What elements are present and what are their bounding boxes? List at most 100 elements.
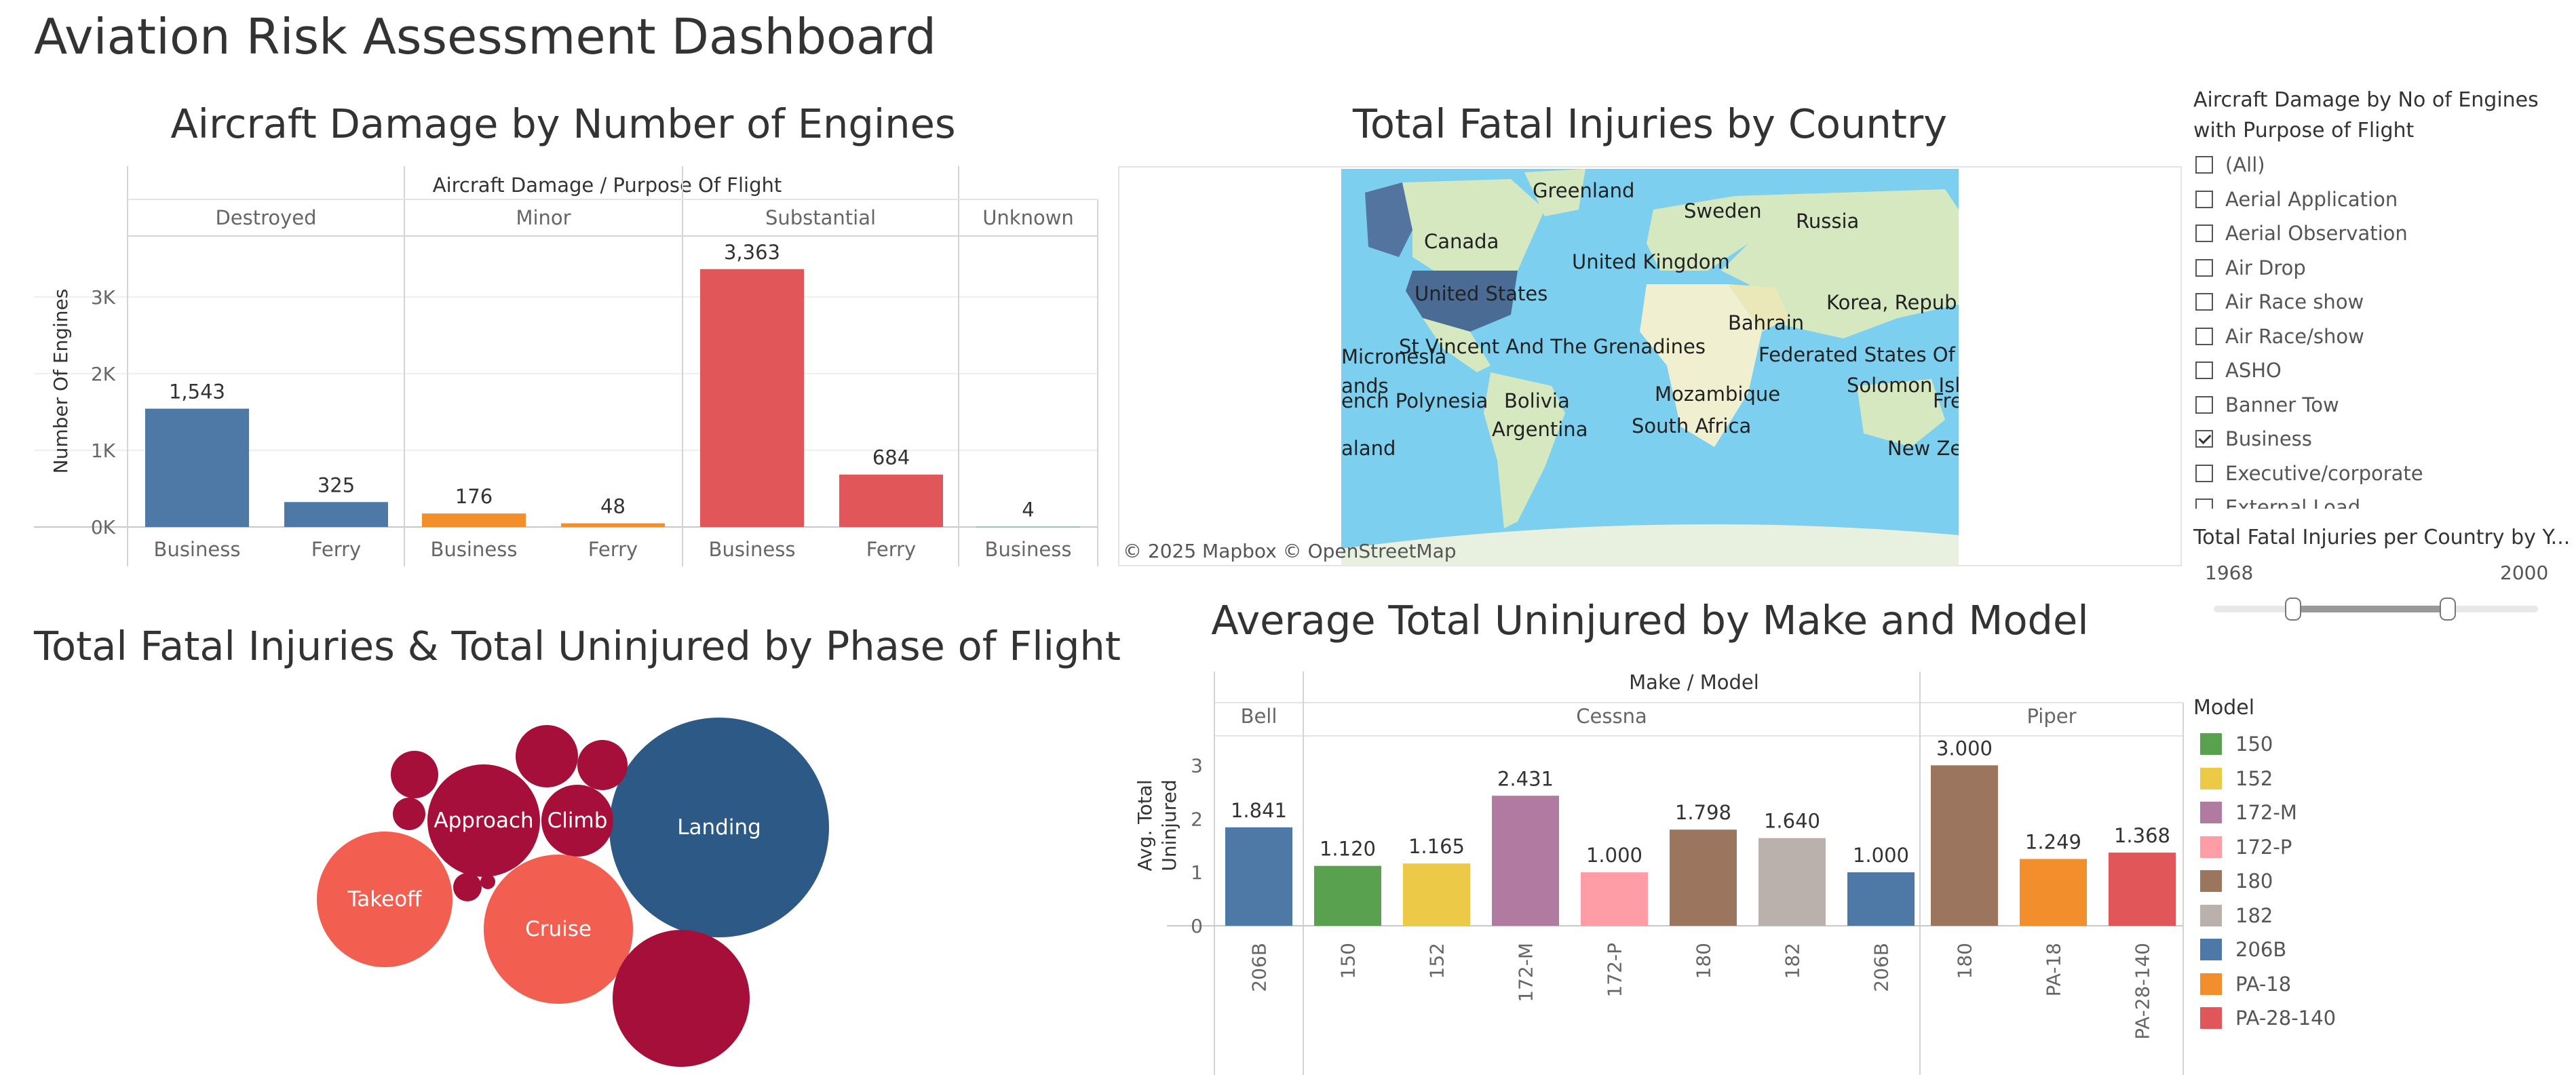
filter-item-label: Banner Tow bbox=[2225, 393, 2339, 416]
legend-item[interactable]: 152 bbox=[2193, 762, 2397, 796]
map-label-bahrain: Bahrain bbox=[1728, 311, 1805, 334]
year-slider-range bbox=[2293, 606, 2448, 612]
filter-checkbox[interactable] bbox=[2195, 395, 2213, 414]
make-model-bar bbox=[1847, 872, 1915, 926]
year-slider-max-handle[interactable] bbox=[2440, 598, 2456, 621]
year-slider-title: Total Fatal Injuries per Country by Y... bbox=[2193, 526, 2571, 549]
map-label-greenland: Greenland bbox=[1533, 179, 1635, 202]
filter-checkbox[interactable] bbox=[2195, 156, 2213, 174]
filter-item-label: Air Drop bbox=[2225, 256, 2306, 279]
make-model-bar-value-label: 1.120 bbox=[1320, 838, 1376, 861]
filter-checkbox[interactable] bbox=[2195, 361, 2213, 380]
filter-item-label: Aerial Application bbox=[2225, 187, 2398, 211]
legend-label: 150 bbox=[2235, 732, 2273, 756]
map-australia bbox=[1857, 379, 1945, 447]
engines-bar-value-label: 1,543 bbox=[169, 380, 225, 404]
filter-checkbox[interactable] bbox=[2195, 464, 2213, 482]
legend-item[interactable]: 180 bbox=[2193, 864, 2397, 899]
purpose-filter-item[interactable]: Business bbox=[2193, 422, 2560, 456]
engines-bar bbox=[561, 523, 665, 527]
purpose-filter-item[interactable]: ASHO bbox=[2193, 353, 2560, 388]
filter-checkbox[interactable] bbox=[2195, 293, 2213, 311]
make-model-bar-value-label: 1.000 bbox=[1853, 844, 1909, 867]
map-label-russia: Russia bbox=[1796, 210, 1860, 233]
engines-bar bbox=[422, 513, 526, 527]
filter-checkbox[interactable] bbox=[2195, 327, 2213, 345]
legend-swatch bbox=[2200, 836, 2222, 858]
model-category-label: 182 bbox=[1782, 943, 1804, 979]
purpose-filter-list[interactable]: (All) Aerial Application Aerial Observatio… bbox=[2193, 148, 2560, 509]
model-category-label: 180 bbox=[1693, 943, 1715, 979]
purpose-filter-item[interactable]: Air Drop bbox=[2193, 251, 2560, 286]
year-slider-min-handle[interactable] bbox=[2285, 598, 2301, 621]
make-model-bar-chart[interactable]: Make / Model 0 1 2 3 Avg. Total Uninjured Bell 1… bbox=[1113, 651, 2191, 1075]
engines-bar bbox=[145, 408, 249, 527]
purpose-filter-item[interactable]: Aerial Observation bbox=[2193, 216, 2560, 251]
map-label-sweden: Sweden bbox=[1684, 199, 1762, 222]
purpose-filter-item[interactable]: Aerial Application bbox=[2193, 182, 2560, 217]
map-label-uk: United Kingdom bbox=[1572, 250, 1730, 273]
legend-item[interactable]: 172-M bbox=[2193, 796, 2397, 830]
map-attribution[interactable]: © 2025 Mapbox © OpenStreetMap bbox=[1123, 540, 1457, 562]
purpose-filter-item[interactable]: Banner Tow bbox=[2193, 388, 2560, 423]
filter-checkbox[interactable] bbox=[2195, 430, 2213, 448]
engines-group-label: Substantial bbox=[765, 206, 876, 229]
bubble-climb bbox=[541, 785, 613, 857]
make-group-label: Cessna bbox=[1576, 705, 1647, 728]
map-label-st-vincent: St Vincent And The Grenadines bbox=[1399, 335, 1706, 358]
dashboard-title: Aviation Risk Assessment Dashboard bbox=[34, 8, 937, 65]
legend-item[interactable]: 206B bbox=[2193, 933, 2397, 967]
make-model-bar bbox=[1403, 863, 1470, 926]
map-label-aland: aland bbox=[1341, 437, 1396, 460]
purpose-filter-item[interactable]: External Load bbox=[2193, 490, 2560, 509]
engines-ytick-label: 1K bbox=[91, 439, 116, 462]
filter-item-label: External Load bbox=[2225, 496, 2361, 509]
bubble-approach bbox=[427, 764, 540, 877]
map-europe bbox=[1647, 196, 1748, 271]
filter-checkbox[interactable] bbox=[2195, 499, 2213, 509]
legend-swatch bbox=[2200, 973, 2222, 995]
purpose-filter-item[interactable]: Executive/corporate bbox=[2193, 456, 2560, 491]
year-slider-max: 2000 bbox=[2500, 562, 2549, 584]
make-model-bar bbox=[1758, 838, 1826, 926]
map-label-korea: Korea, Republic Of bbox=[1826, 291, 1959, 314]
legend-item[interactable]: 150 bbox=[2193, 727, 2397, 762]
engines-group-label: Minor bbox=[516, 206, 571, 229]
make-model-y-axis-label-1: Avg. Total bbox=[1134, 779, 1156, 871]
make-model-bar bbox=[1492, 796, 1559, 926]
purpose-filter-item[interactable]: Air Race show bbox=[2193, 285, 2560, 319]
legend-label: 182 bbox=[2235, 903, 2273, 927]
filter-checkbox[interactable] bbox=[2195, 224, 2213, 243]
engines-bar-value-label: 4 bbox=[1022, 499, 1034, 522]
purpose-filter-title: Aircraft Damage by No of Engines with Pu… bbox=[2193, 88, 2539, 142]
legend-item[interactable]: PA-28-140 bbox=[2193, 1001, 2397, 1036]
legend-item[interactable]: 172-P bbox=[2193, 830, 2397, 865]
map-label-micronesia: Micronesia bbox=[1341, 345, 1447, 368]
filter-checkbox[interactable] bbox=[2195, 258, 2213, 277]
map-greenland bbox=[1524, 169, 1585, 216]
model-category-label: 206B bbox=[1248, 943, 1271, 992]
engines-chart-title: Aircraft Damage by Number of Engines bbox=[170, 100, 956, 147]
purpose-filter-item[interactable]: Air Race/show bbox=[2193, 319, 2560, 354]
bubble-cruise bbox=[484, 855, 633, 1004]
engines-ytick-label: 2K bbox=[91, 363, 116, 385]
map-label-federated-states: Federated States Of bbox=[1758, 343, 1955, 366]
phase-bubble-chart[interactable]: Landing Approach Climb Takeoff Cruise bbox=[0, 705, 1113, 1075]
engines-bar-chart[interactable]: 0K 1K 2K 3K Number Of Engines Aircraft Damage… bbox=[0, 163, 1113, 576]
map-middle-east bbox=[1728, 284, 1789, 332]
legend-swatch bbox=[2200, 1007, 2222, 1030]
map-label-solomon: Solomon Isl bbox=[1847, 374, 1959, 397]
engines-group-label: Unknown bbox=[982, 206, 1074, 229]
map-south-america bbox=[1484, 372, 1565, 528]
make-model-bar bbox=[1225, 827, 1292, 926]
bubble-takeoff bbox=[317, 832, 453, 967]
engines-column-header: Aircraft Damage / Purpose Of Flight bbox=[433, 174, 782, 197]
map-label-mozambique: Mozambique bbox=[1655, 383, 1781, 406]
legend-item[interactable]: PA-18 bbox=[2193, 967, 2397, 1002]
filter-checkbox[interactable] bbox=[2195, 190, 2213, 208]
make-model-bar bbox=[1581, 872, 1648, 926]
legend-item[interactable]: 182 bbox=[2193, 899, 2397, 933]
purpose-filter-item[interactable]: (All) bbox=[2193, 148, 2560, 182]
world-map[interactable]: Greenland Sweden Russia Canada United Ki… bbox=[1341, 169, 1959, 566]
map-label-us: United States bbox=[1415, 282, 1548, 305]
